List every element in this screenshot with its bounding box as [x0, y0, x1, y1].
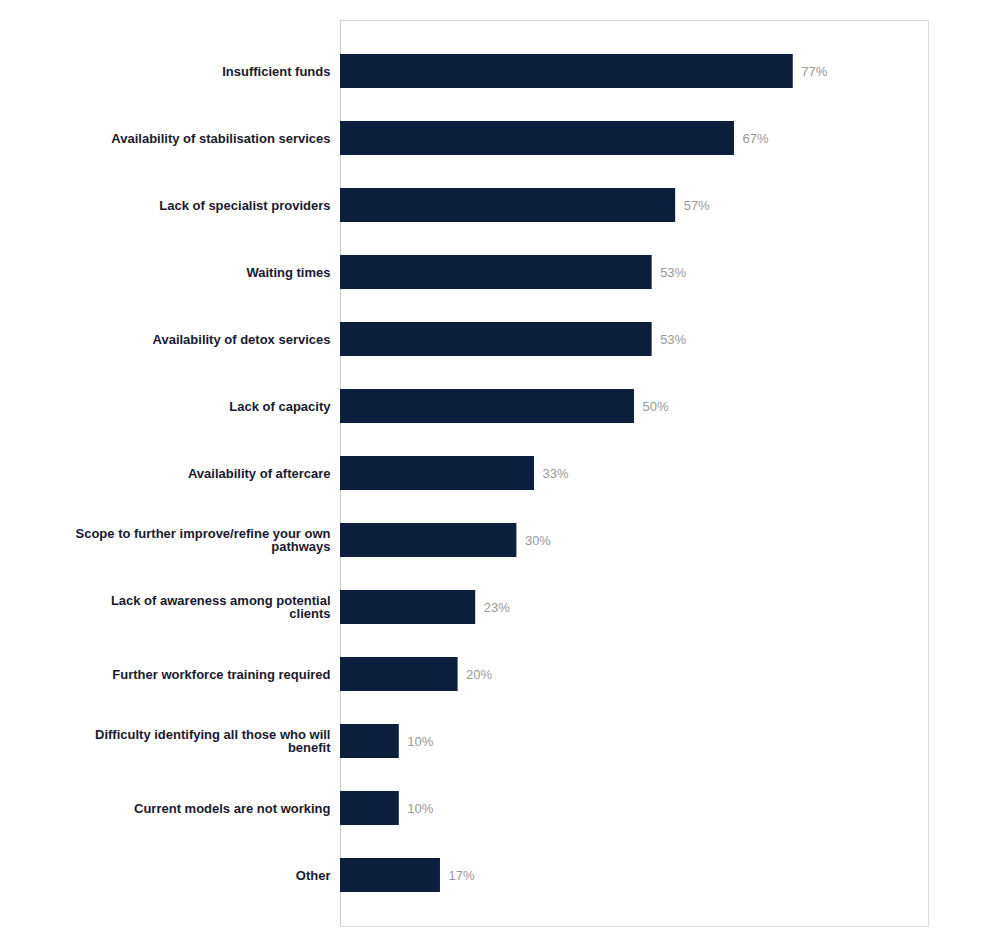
svg-text:Lack of specialist providers: Lack of specialist providers: [159, 198, 330, 213]
svg-text:Further workforce training req: Further workforce training required: [112, 667, 330, 682]
svg-text:10%: 10%: [407, 734, 433, 749]
svg-text:Other: Other: [296, 868, 331, 883]
svg-text:30%: 30%: [525, 533, 551, 548]
svg-text:Lack of capacity: Lack of capacity: [229, 399, 331, 414]
svg-text:50%: 50%: [643, 399, 669, 414]
svg-text:10%: 10%: [407, 801, 433, 816]
svg-text:17%: 17%: [448, 868, 474, 883]
svg-text:57%: 57%: [684, 198, 710, 213]
svg-text:Availability of detox services: Availability of detox services: [153, 332, 331, 347]
svg-text:Waiting times: Waiting times: [246, 265, 330, 280]
svg-text:Lack of awareness among potent: Lack of awareness among potentialclients: [111, 593, 331, 621]
svg-text:53%: 53%: [660, 332, 686, 347]
svg-text:67%: 67%: [742, 131, 768, 146]
svg-text:33%: 33%: [543, 466, 569, 481]
svg-text:Availability of stabilisation: Availability of stabilisation services: [111, 131, 330, 146]
svg-text:Availability of aftercare: Availability of aftercare: [188, 466, 331, 481]
svg-text:20%: 20%: [466, 667, 492, 682]
svg-text:Insufficient funds: Insufficient funds: [222, 64, 330, 79]
svg-text:77%: 77%: [801, 64, 827, 79]
svg-text:Scope to further improve/refin: Scope to further improve/refine your own…: [76, 526, 331, 554]
svg-text:Difficulty identifying all tho: Difficulty identifying all those who wil…: [95, 727, 331, 755]
svg-text:Current models are not working: Current models are not working: [134, 801, 331, 816]
svg-text:53%: 53%: [660, 265, 686, 280]
svg-text:23%: 23%: [484, 600, 510, 615]
